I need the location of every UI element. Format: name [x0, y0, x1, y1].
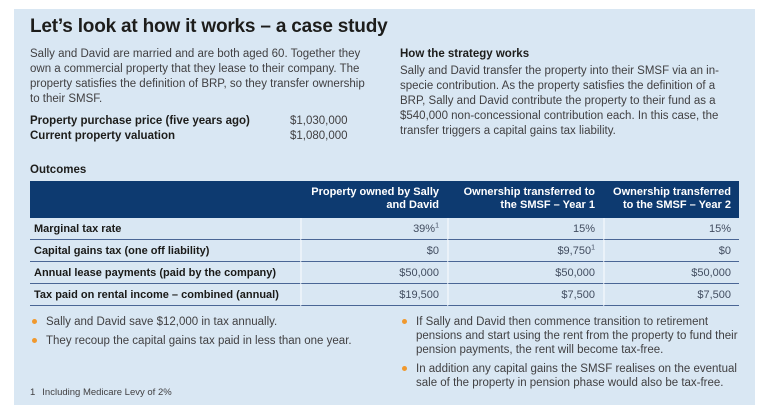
header-empty-cell [30, 181, 300, 218]
bullet-icon [402, 366, 407, 371]
intro-section: Sally and David are married and are both… [30, 47, 739, 144]
table-row: Tax paid on rental income – combined (an… [30, 284, 739, 306]
list-item: Sally and David save $12,000 in tax annu… [30, 315, 376, 329]
bullet-icon [32, 338, 37, 343]
fact-label: Property purchase price (five years ago) [30, 115, 250, 127]
takeaways-right-list: If Sally and David then commence transit… [400, 315, 739, 395]
fact-value: $1,080,000 [290, 130, 348, 142]
bullet-icon [402, 319, 407, 324]
row-label: Marginal tax rate [30, 218, 300, 240]
takeaway-text: If Sally and David then commence transit… [416, 316, 738, 356]
cell-value: $0 [603, 240, 739, 262]
case-intro-paragraph: Sally and David are married and are both… [30, 48, 365, 105]
list-item: They recoup the capital gains tax paid i… [30, 334, 376, 348]
header-transferred-year2: Ownership transferred to the SMSF – Year… [603, 181, 739, 218]
footnote-text: Including Medicare Levy of 2% [42, 387, 172, 398]
table-row: Capital gains tax (one off liability) $0… [30, 240, 739, 262]
fact-purchase-price: Property purchase price (five years ago)… [30, 114, 376, 129]
cell-value: $0 [300, 240, 447, 262]
cell-value: $9,7501 [447, 240, 603, 262]
cell-value: $50,000 [300, 262, 447, 284]
cell-value: $19,500 [300, 284, 447, 306]
strategy-paragraph: Sally and David transfer the property in… [400, 65, 719, 137]
takeaway-text: They recoup the capital gains tax paid i… [46, 335, 352, 347]
outcomes-heading: Outcomes [30, 164, 87, 176]
page-title: Let’s look at how it works – a case stud… [30, 16, 388, 37]
list-item: If Sally and David then commence transit… [400, 315, 739, 357]
takeaway-text: In addition any capital gains the SMSF r… [416, 363, 737, 389]
header-transferred-year1: Ownership transferred to the SMSF – Year… [447, 181, 603, 218]
fact-label: Current property valuation [30, 130, 176, 142]
row-label: Annual lease payments (paid by the compa… [30, 262, 300, 284]
takeaways-section: Sally and David save $12,000 in tax annu… [30, 315, 739, 395]
intro-right-column: How the strategy works Sally and David t… [400, 47, 739, 144]
intro-left-column: Sally and David are married and are both… [30, 47, 376, 144]
footnote-marker: 1 [30, 387, 36, 398]
row-label: Capital gains tax (one off liability) [30, 240, 300, 262]
cell-value: $7,500 [447, 284, 603, 306]
case-study-panel: Let’s look at how it works – a case stud… [14, 9, 755, 405]
footnote-ref: 1 [591, 244, 595, 252]
fact-current-valuation: Current property valuation $1,080,000 [30, 129, 376, 144]
header-property-owned: Property owned by Sally and David [300, 181, 447, 218]
bullet-icon [32, 319, 37, 324]
cell-value: 15% [447, 218, 603, 240]
cell-value: 15% [603, 218, 739, 240]
strategy-heading: How the strategy works [400, 48, 530, 60]
table-row: Marginal tax rate 39%1 15% 15% [30, 218, 739, 240]
cell-value: $50,000 [447, 262, 603, 284]
fact-value: $1,030,000 [290, 115, 348, 127]
footnote: 1 Including Medicare Levy of 2% [30, 387, 172, 398]
cell-value: $50,000 [603, 262, 739, 284]
table-row: Annual lease payments (paid by the compa… [30, 262, 739, 284]
takeaway-text: Sally and David save $12,000 in tax annu… [46, 316, 278, 328]
footnote-ref: 1 [435, 222, 439, 230]
property-facts: Property purchase price (five years ago)… [30, 114, 376, 144]
row-label: Tax paid on rental income – combined (an… [30, 284, 300, 306]
outcomes-table: Property owned by Sally and David Owners… [30, 181, 739, 306]
list-item: In addition any capital gains the SMSF r… [400, 362, 739, 390]
cell-value: $7,500 [603, 284, 739, 306]
cell-value: 39%1 [300, 218, 447, 240]
table-header-row: Property owned by Sally and David Owners… [30, 181, 739, 218]
takeaways-left-list: Sally and David save $12,000 in tax annu… [30, 315, 376, 395]
